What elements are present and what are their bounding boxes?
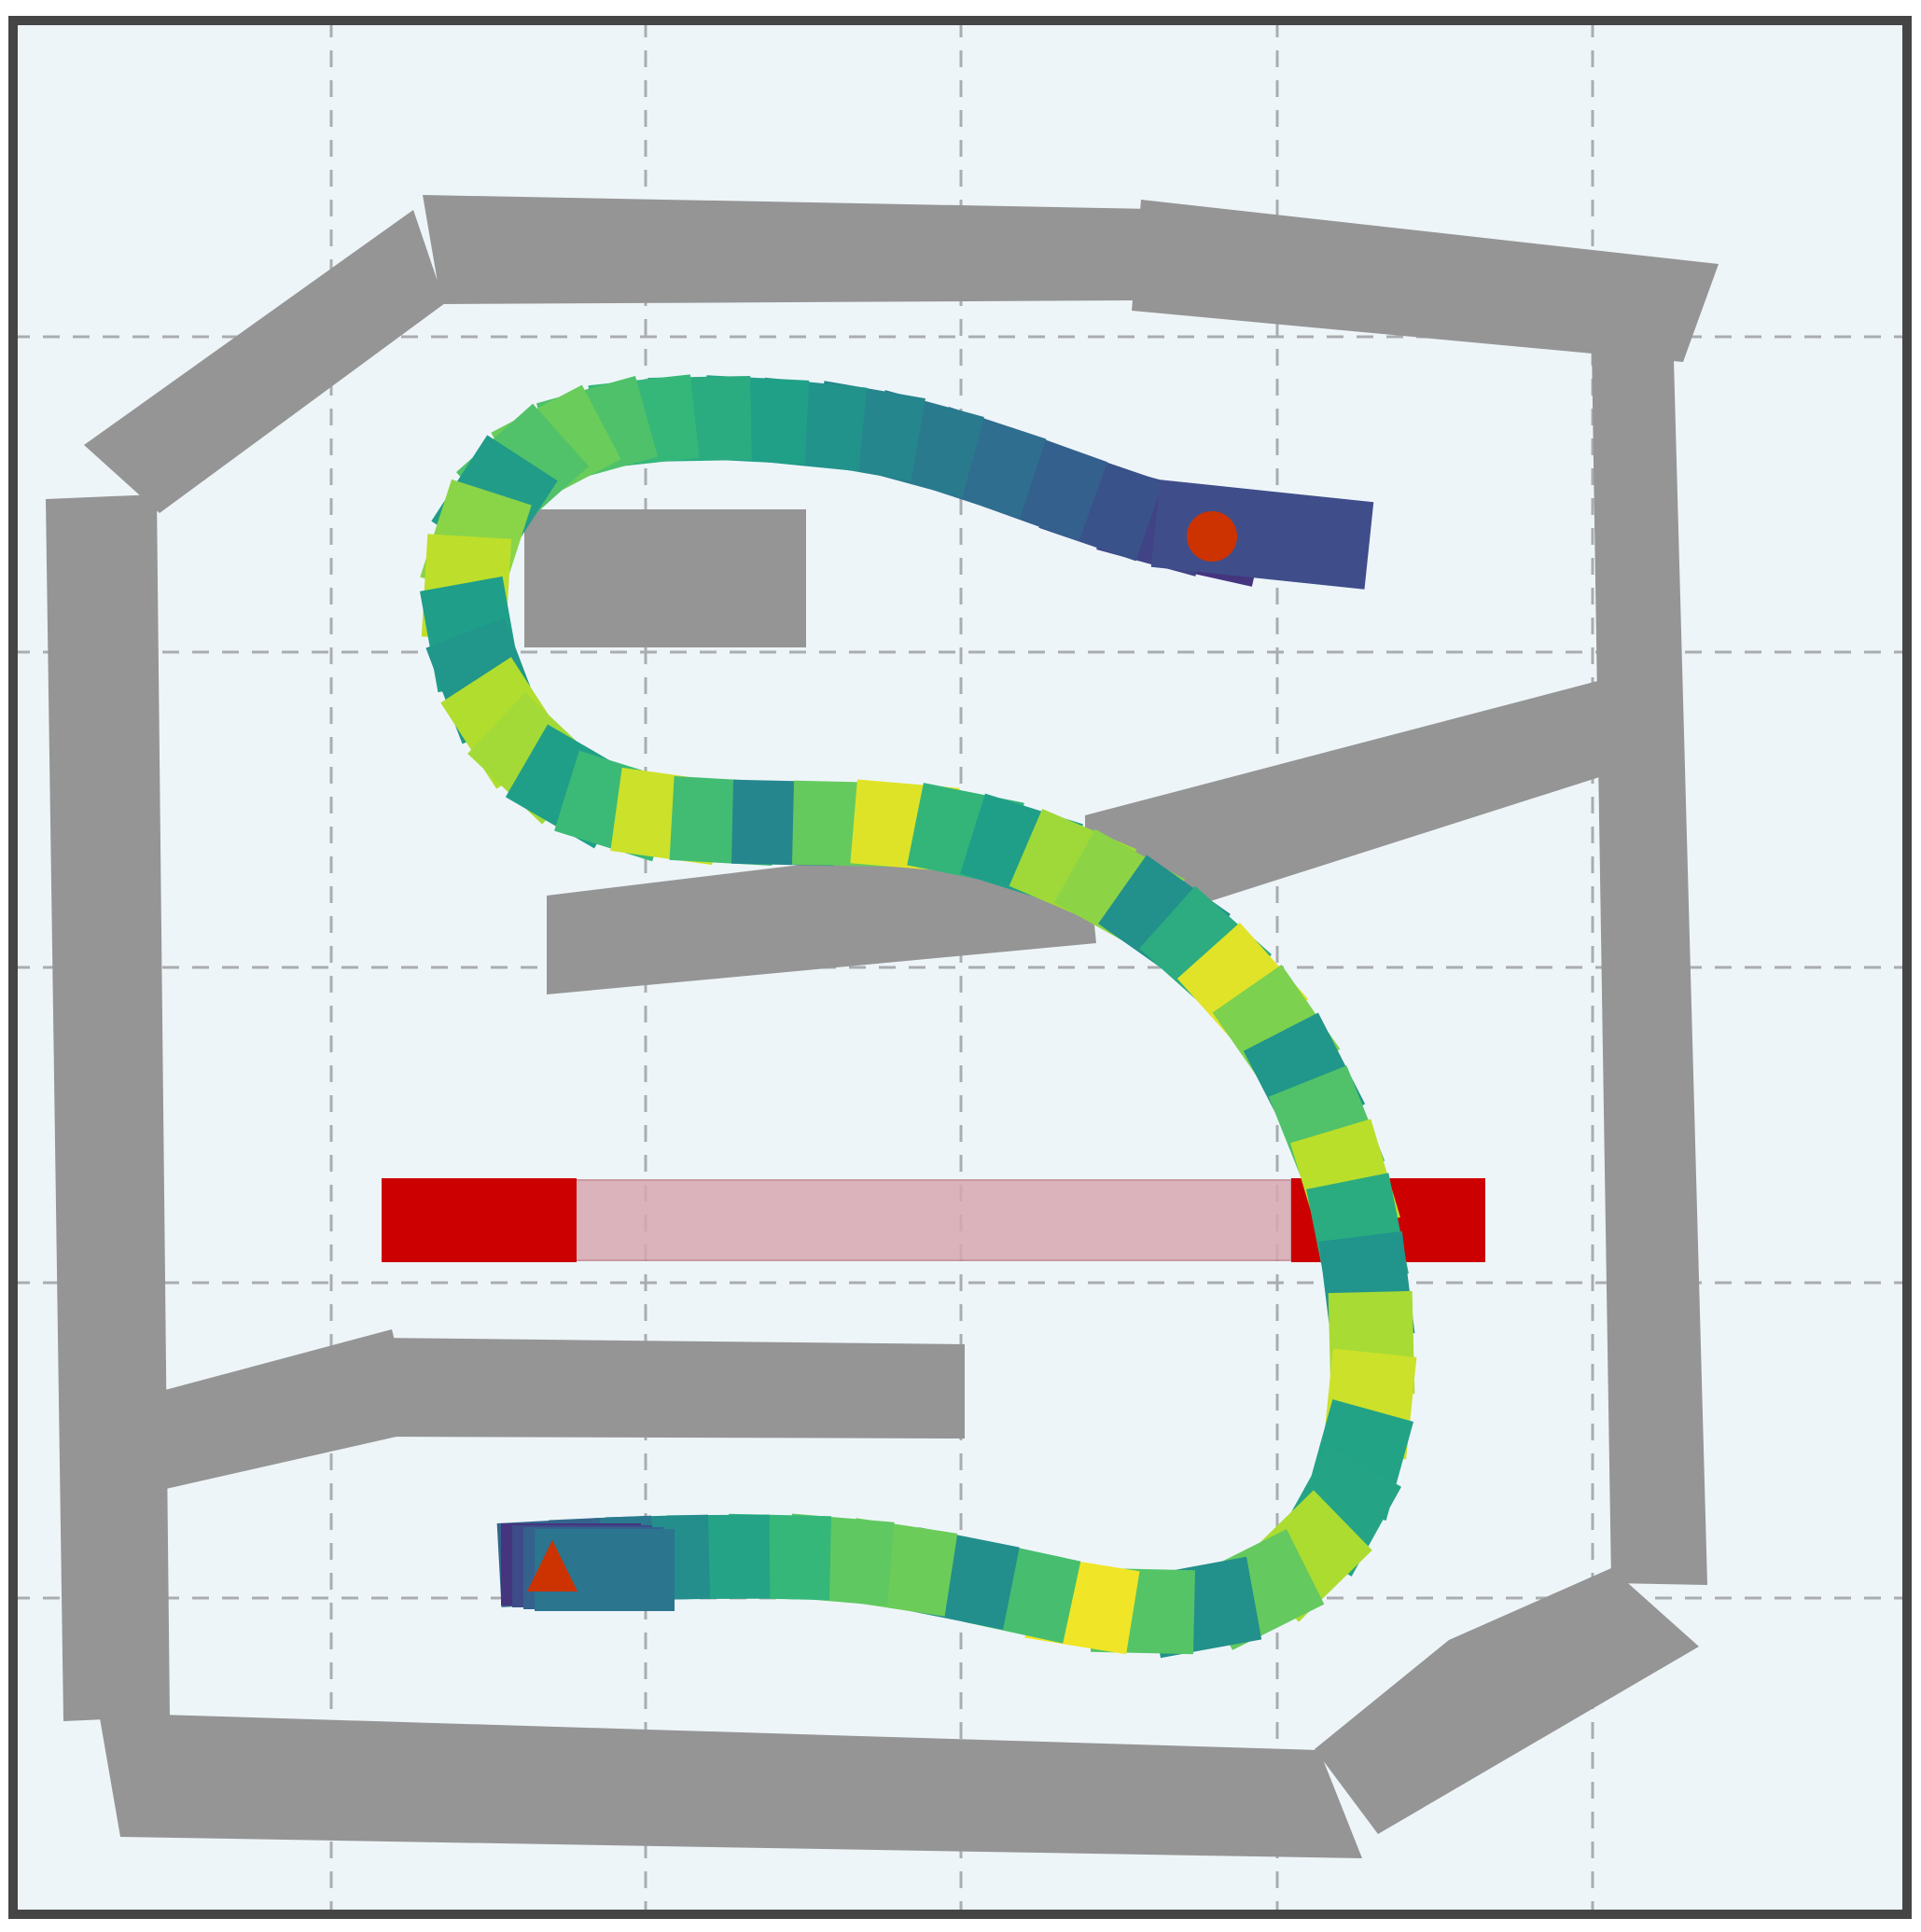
wall-lower-left-diagonal bbox=[147, 1329, 417, 1491]
wall-top-right bbox=[1132, 200, 1719, 362]
wall-bottom-right-diagonal bbox=[1315, 1568, 1699, 1834]
wall-lower-bar bbox=[377, 1338, 965, 1439]
walls bbox=[46, 195, 1719, 1858]
map-border bbox=[8, 16, 1912, 1919]
wall-top-left-diagonal bbox=[84, 210, 445, 513]
gate-open-span bbox=[575, 1179, 1292, 1261]
start-marker bbox=[527, 1540, 578, 1591]
obstacle-block bbox=[524, 509, 806, 647]
goal-vehicle-pose bbox=[1150, 480, 1374, 590]
gate-post-left bbox=[382, 1178, 577, 1262]
wall-bottom bbox=[99, 1713, 1362, 1858]
goal-marker bbox=[1187, 511, 1237, 562]
wall-right bbox=[1592, 345, 1707, 1585]
wall-middle-right bbox=[1085, 679, 1611, 924]
wall-top-left bbox=[423, 195, 1152, 304]
wall-left bbox=[46, 494, 170, 1721]
